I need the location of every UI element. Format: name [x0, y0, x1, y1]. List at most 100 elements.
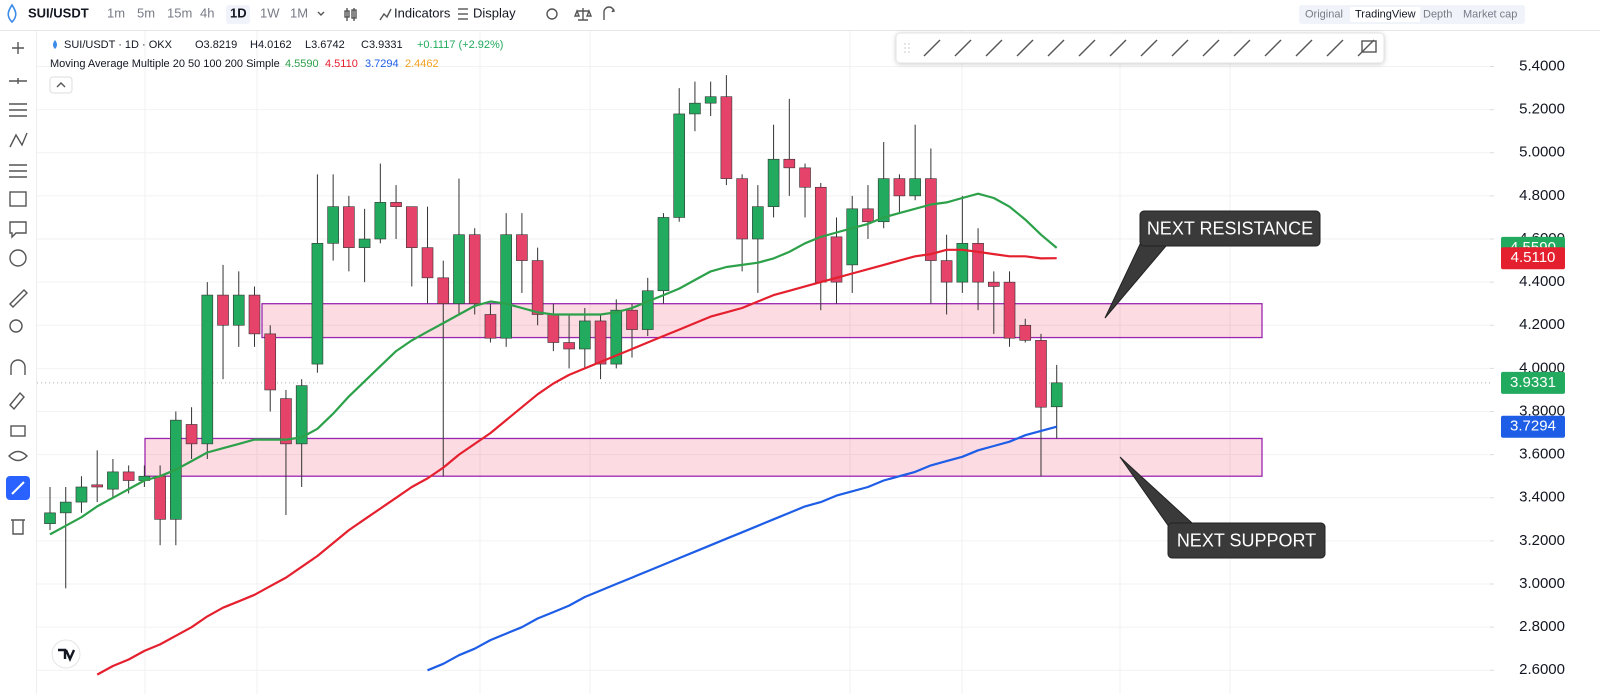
drawing-tool[interactable]	[1109, 39, 1127, 57]
legend-low: L3.6742	[305, 39, 345, 51]
candle-body	[1050, 382, 1063, 408]
view-tab[interactable]: Depth	[1423, 8, 1452, 20]
symbol[interactable]: SUI/USDT	[28, 5, 89, 20]
interval-dropdown[interactable]	[317, 11, 325, 16]
candle-body	[736, 178, 748, 240]
view-tab[interactable]: Original	[1305, 8, 1343, 20]
compare-icon[interactable]	[573, 8, 593, 21]
drawing-tool[interactable]	[1016, 39, 1034, 57]
candle-body	[689, 102, 701, 115]
crosshair-tool[interactable]	[12, 42, 24, 54]
drawing-tool[interactable]	[1357, 39, 1375, 57]
indicator-values: 4.5590 4.5110 3.7294 2.4462	[285, 58, 439, 70]
candle-body	[374, 202, 387, 240]
y-tick-label: 4.4000	[1519, 273, 1565, 290]
indicators-button[interactable]: Indicators	[394, 5, 451, 20]
y-tick-label: 2.6000	[1519, 661, 1565, 678]
indicator-value: 4.5110	[325, 58, 358, 70]
candle-body	[531, 260, 544, 315]
interval-button[interactable]: 15m	[167, 5, 192, 20]
interval-button[interactable]: 1M	[290, 5, 308, 20]
candle-body	[846, 208, 859, 266]
candle-body	[44, 512, 56, 524]
drawing-toolbar	[895, 32, 1385, 64]
interval-button[interactable]: 5m	[137, 5, 155, 20]
candle-body	[799, 167, 811, 188]
shape-tool[interactable]	[9, 191, 27, 207]
drawing-tool[interactable]	[1202, 39, 1220, 57]
visibility-tool[interactable]	[8, 450, 28, 462]
collapse-button[interactable]	[49, 76, 73, 94]
projection-tool[interactable]	[9, 164, 27, 178]
legend-title: SUI/USDT · 1D · OKX	[64, 39, 173, 51]
delete-tool[interactable]	[11, 519, 25, 535]
display-icon[interactable]	[458, 8, 468, 20]
candle-body	[752, 206, 764, 240]
candle-body	[956, 243, 969, 283]
interval-button[interactable]: 4h	[200, 5, 214, 20]
zoom-tool[interactable]	[9, 319, 23, 333]
legend: SUI/USDT · 1D · OKX O3.8219 H4.0162 L3.6…	[49, 39, 503, 94]
text-tool[interactable]	[9, 221, 27, 239]
moving-average-line	[49, 192, 1058, 536]
magnet-tool[interactable]	[10, 359, 26, 375]
candle-body	[563, 342, 575, 350]
y-tick-label: 3.8000	[1519, 402, 1565, 419]
drawing-tool[interactable]	[1233, 39, 1251, 57]
drawing-tool[interactable]	[954, 39, 972, 57]
candle-body	[217, 294, 229, 326]
candle-body	[610, 309, 623, 365]
view-tab[interactable]: TradingView	[1355, 8, 1416, 20]
interval-group: 1m 5m 15m 4h 1D 1W 1M	[107, 5, 308, 24]
candle-body	[201, 294, 214, 445]
lock-tool[interactable]	[10, 425, 26, 437]
price-tag	[1501, 371, 1565, 394]
drawing-tool[interactable]	[923, 39, 941, 57]
callout-text: NEXT RESISTANCE	[1147, 218, 1313, 238]
drawing-tool[interactable]	[985, 39, 1003, 57]
candle-body	[547, 314, 560, 343]
drawing-tool[interactable]	[1140, 39, 1158, 57]
price-tag-label: 3.9331	[1510, 374, 1556, 391]
interval-button[interactable]: 1W	[260, 5, 280, 20]
candle-body	[154, 475, 166, 520]
interval-button[interactable]: 1m	[107, 5, 125, 20]
indicators-icon[interactable]	[379, 8, 392, 21]
interval-button[interactable]: 1D	[230, 5, 247, 20]
drawing-tool[interactable]	[1078, 39, 1096, 57]
link-icon	[11, 481, 25, 495]
candle-body	[358, 238, 371, 248]
line-tool[interactable]	[9, 78, 27, 84]
candle-body	[767, 158, 780, 207]
candle-body	[940, 260, 953, 283]
chart-type-icon[interactable]	[344, 8, 357, 21]
candle-body	[673, 113, 686, 218]
alert-icon[interactable]	[603, 6, 615, 20]
candle-body	[893, 178, 906, 197]
grid	[37, 66, 1490, 671]
pattern-tool[interactable]	[9, 132, 28, 148]
y-tick-label: 5.0000	[1519, 144, 1565, 161]
settings-icon[interactable]	[546, 8, 558, 20]
view-tab[interactable]: Market cap	[1463, 8, 1517, 20]
draw-mode-tool[interactable]	[9, 391, 25, 411]
candle-body	[75, 486, 88, 503]
candle-body	[579, 320, 591, 350]
ruler-tool[interactable]	[9, 289, 28, 308]
drawing-tool[interactable]	[1326, 39, 1344, 57]
moving-average-line	[96, 248, 1057, 676]
zone	[144, 437, 1263, 477]
fib-tool[interactable]	[9, 103, 27, 117]
drawing-tool[interactable]	[1295, 39, 1313, 57]
legend-high: H4.0162	[250, 39, 292, 51]
y-tick-label: 5.4000	[1519, 57, 1565, 74]
drawing-tool[interactable]	[1047, 39, 1065, 57]
drawing-tools	[904, 39, 1377, 57]
drawing-tool[interactable]	[1361, 40, 1377, 53]
price-tag-label: 4.5110	[1511, 249, 1556, 266]
drawing-tool[interactable]	[1264, 39, 1282, 57]
icon-tool[interactable]	[9, 249, 27, 267]
drawing-tool[interactable]	[1171, 39, 1189, 57]
candle-body	[59, 501, 72, 514]
display-button[interactable]: Display	[473, 5, 516, 20]
